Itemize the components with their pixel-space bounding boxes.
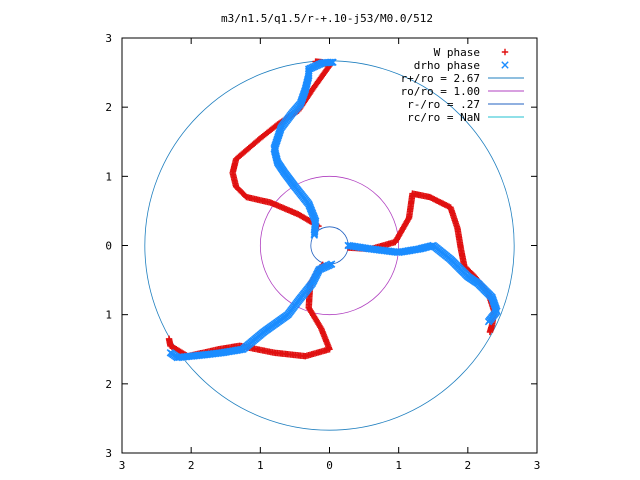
y-tick-label-4: 1 [105,309,112,322]
x-tick-label-3: 0 [326,459,333,472]
legend-swatch-1 [501,61,509,69]
point-0-2-170 [486,328,494,336]
y-tick-label-1: 2 [105,101,112,114]
y-tick-label-0: 3 [105,32,112,45]
point-1-1-130 [329,58,337,66]
point-0-0-159 [165,335,173,343]
x-tick-label-6: 3 [534,459,541,472]
x-tick-label-5: 2 [465,459,472,472]
point-1-0-120 [166,348,175,357]
legend-label-2: r+/ro = 2.67 [401,72,480,85]
series-layer [165,58,501,362]
y-tick-label-2: 1 [105,170,112,183]
x-tick-label-0: 3 [119,459,126,472]
point-1-1-129 [327,58,336,67]
point-1-2-118 [484,317,493,326]
legend-label-5: rc/ro = NaN [407,111,480,124]
legend-label-0: W phase [434,46,480,59]
x-tick-label-4: 1 [395,459,402,472]
legend-label-1: drho phase [414,59,480,72]
circle-1 [259,175,400,316]
x-tick-label-1: 2 [188,459,195,472]
legend-swatch-0 [501,48,509,56]
chart-title: m3/n1.5/q1.5/r-+.10-j53/M0.0/512 [221,12,433,25]
y-tick-label-6: 3 [105,447,112,460]
y-tick-label-3: 0 [105,240,112,253]
legend-label-4: r-/ro = .27 [407,98,480,111]
legend-label-3: ro/ro = 1.00 [401,85,480,98]
y-tick-label-5: 2 [105,378,112,391]
series-1 [166,58,501,362]
x-tick-label-2: 1 [257,459,264,472]
